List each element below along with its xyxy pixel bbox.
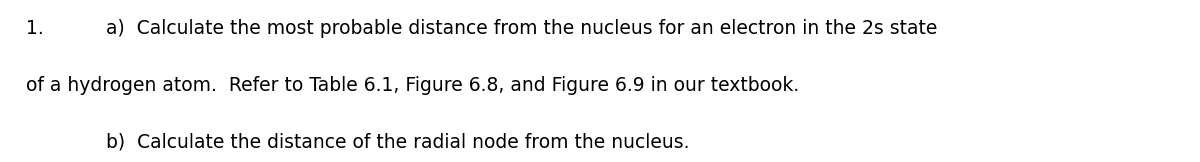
Text: of a hydrogen atom.  Refer to Table 6.1, Figure 6.8, and Figure 6.9 in our textb: of a hydrogen atom. Refer to Table 6.1, …: [26, 76, 799, 95]
Text: b)  Calculate the distance of the radial node from the nucleus.: b) Calculate the distance of the radial …: [106, 133, 689, 152]
Text: 1.: 1.: [26, 19, 44, 38]
Text: a)  Calculate the most probable distance from the nucleus for an electron in the: a) Calculate the most probable distance …: [106, 19, 937, 38]
